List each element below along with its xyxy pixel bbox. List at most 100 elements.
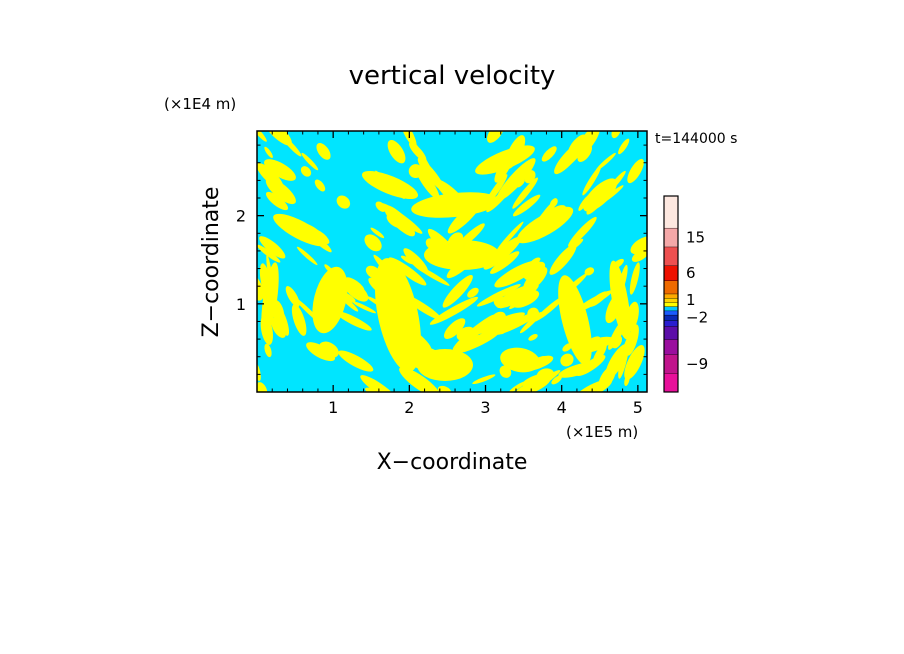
positive-region [551,375,562,385]
positive-region [338,350,374,372]
positive-region [609,260,631,340]
colorbar-band [664,306,678,311]
x-tick-label: 1 [328,398,338,417]
x-axis-ticks: 1 2 3 4 5 [271,131,643,417]
positive-region [291,304,307,336]
y-tick-label: 2 [236,207,246,226]
positive-region [415,166,440,200]
positive-region [257,131,267,142]
positive-region [364,387,376,392]
positive-region [271,317,286,338]
positive-region [496,221,524,252]
positive-region [336,195,351,209]
positive-region [442,274,473,308]
positive-region [443,318,466,339]
positive-region [494,311,540,335]
positive-region [386,213,404,229]
positive-region [344,280,369,302]
positive-region [452,329,500,354]
positive-region [516,206,574,244]
positive-region [316,142,331,160]
x-tick-label: 3 [480,398,490,417]
positive-region [569,238,584,251]
positive-region [630,236,647,255]
positive-region [558,275,592,365]
y-axis-ticks: 12 [236,144,647,375]
positive-region [560,353,574,367]
positive-region [467,287,479,298]
colorbar-band [664,280,678,294]
positive-region [523,261,546,280]
positive-region [584,267,595,276]
positive-region [528,334,538,341]
colorbar-band [664,302,678,307]
positive-velocity-regions [257,131,647,392]
positive-region [575,131,601,157]
positive-region [387,139,406,164]
positive-region [549,244,577,275]
colorbar-band [664,310,678,315]
colorbar-band [664,326,678,340]
colorbar-band [664,373,678,392]
positive-region [509,381,526,392]
x-tick-label: 2 [404,398,414,417]
positive-region [285,286,300,308]
positive-region [364,234,382,252]
colorbar-band [664,354,678,374]
positive-region [582,178,618,212]
positive-region [437,385,451,392]
positive-region [631,248,647,262]
positive-region [490,311,507,327]
positive-region [296,246,318,266]
positive-region [582,165,602,196]
positive-region [475,145,535,175]
positive-region [399,367,441,392]
colorbar-band [664,297,678,303]
positive-region [265,191,289,211]
positive-region [417,349,473,381]
positive-region [493,295,507,309]
positive-region [300,166,312,177]
x-tick-label: 5 [633,398,643,417]
positive-region [375,258,421,372]
positive-region [413,264,450,286]
colorbar-frame [663,195,679,393]
positive-region [375,201,386,212]
positive-region [490,251,520,274]
positive-region [319,341,339,358]
time-label: t=144000 s [655,131,737,147]
positive-region [513,288,529,303]
positive-region [494,260,540,288]
colorbar-band [664,196,678,228]
positive-region [476,284,521,307]
positive-region [516,179,525,188]
y-tick-label: 1 [236,295,246,314]
positive-region [282,136,302,157]
colorbar-tick-label: −9 [686,355,708,373]
colorbar-tick-label: 15 [686,228,705,246]
colorbar-tick-label: −2 [686,309,708,327]
positive-region [335,311,372,331]
positive-region [512,194,541,217]
colorbar-band [664,227,678,247]
positive-region [452,314,496,351]
x-multiplier-label: (×1E5 m) [566,423,638,441]
positive-region [627,158,644,184]
colorbar-tick-label: 1 [686,291,696,309]
positive-region [487,131,505,143]
positive-region [409,142,427,162]
positive-region [259,236,286,259]
positive-region [261,262,279,338]
positive-region [370,227,385,239]
positive-region [618,337,630,379]
positive-region [512,177,538,209]
positive-region [264,159,296,181]
positive-region [361,171,419,199]
positive-region [541,146,557,162]
positive-region [523,266,548,292]
positive-region [352,301,376,314]
colorbar-band [664,339,678,355]
chart-title: vertical velocity [349,61,556,91]
positive-region [629,262,640,295]
